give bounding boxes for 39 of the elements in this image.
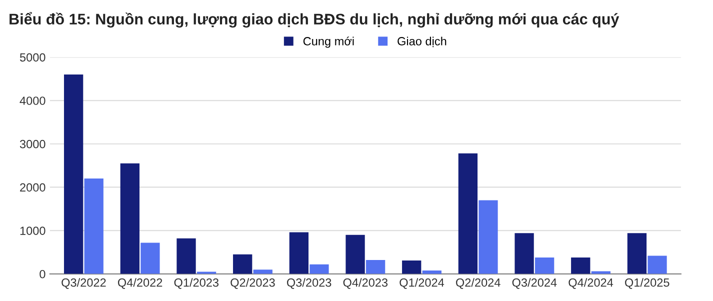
chart-title: Biểu đồ 15: Nguồn cung, lượng giao dịch BĐS du lịch, nghỉ dưỡng mới qua các quý <box>10 12 620 28</box>
bar <box>289 232 309 274</box>
bar <box>84 178 104 274</box>
bar <box>627 233 647 274</box>
x-tick-label: Q4/2023 <box>343 278 388 289</box>
bar <box>366 260 386 274</box>
y-tick-label: 3000 <box>20 140 46 148</box>
legend-label: Cung mới <box>303 36 354 48</box>
x-tick-label: Q2/2023 <box>230 278 275 289</box>
bar <box>64 74 84 274</box>
legend-label: Giao dịch <box>398 36 446 48</box>
bar <box>346 234 365 274</box>
x-tick-label: Q1/2025 <box>625 278 670 289</box>
y-tick-label: 1000 <box>20 226 46 235</box>
x-tick-label: Q1/2024 <box>400 278 444 289</box>
y-tick-label: 2000 <box>20 183 46 192</box>
bar <box>402 260 422 274</box>
bar <box>140 242 160 274</box>
y-tick-label: 0 <box>40 270 46 278</box>
x-tick-label: Q4/2022 <box>118 278 162 289</box>
x-tick-label: Q3/2024 <box>512 278 557 289</box>
bar <box>458 153 478 274</box>
bar <box>571 257 590 274</box>
bar <box>120 163 140 274</box>
bar <box>233 254 252 274</box>
bar <box>514 233 534 274</box>
x-tick-label: Q2/2024 <box>456 278 500 289</box>
bar <box>478 200 498 274</box>
x-tick-label: Q1/2023 <box>174 278 219 289</box>
x-tick-label: Q3/2023 <box>286 278 332 289</box>
x-tick-label: Q3/2022 <box>62 278 106 289</box>
y-tick-label: 5000 <box>20 53 46 62</box>
bar <box>253 270 272 274</box>
bar <box>176 238 196 274</box>
y-tick-label: 4000 <box>20 96 46 105</box>
x-tick-label: Q4/2024 <box>568 278 614 289</box>
bar <box>534 257 554 274</box>
bar <box>310 264 329 274</box>
bar <box>648 256 667 274</box>
